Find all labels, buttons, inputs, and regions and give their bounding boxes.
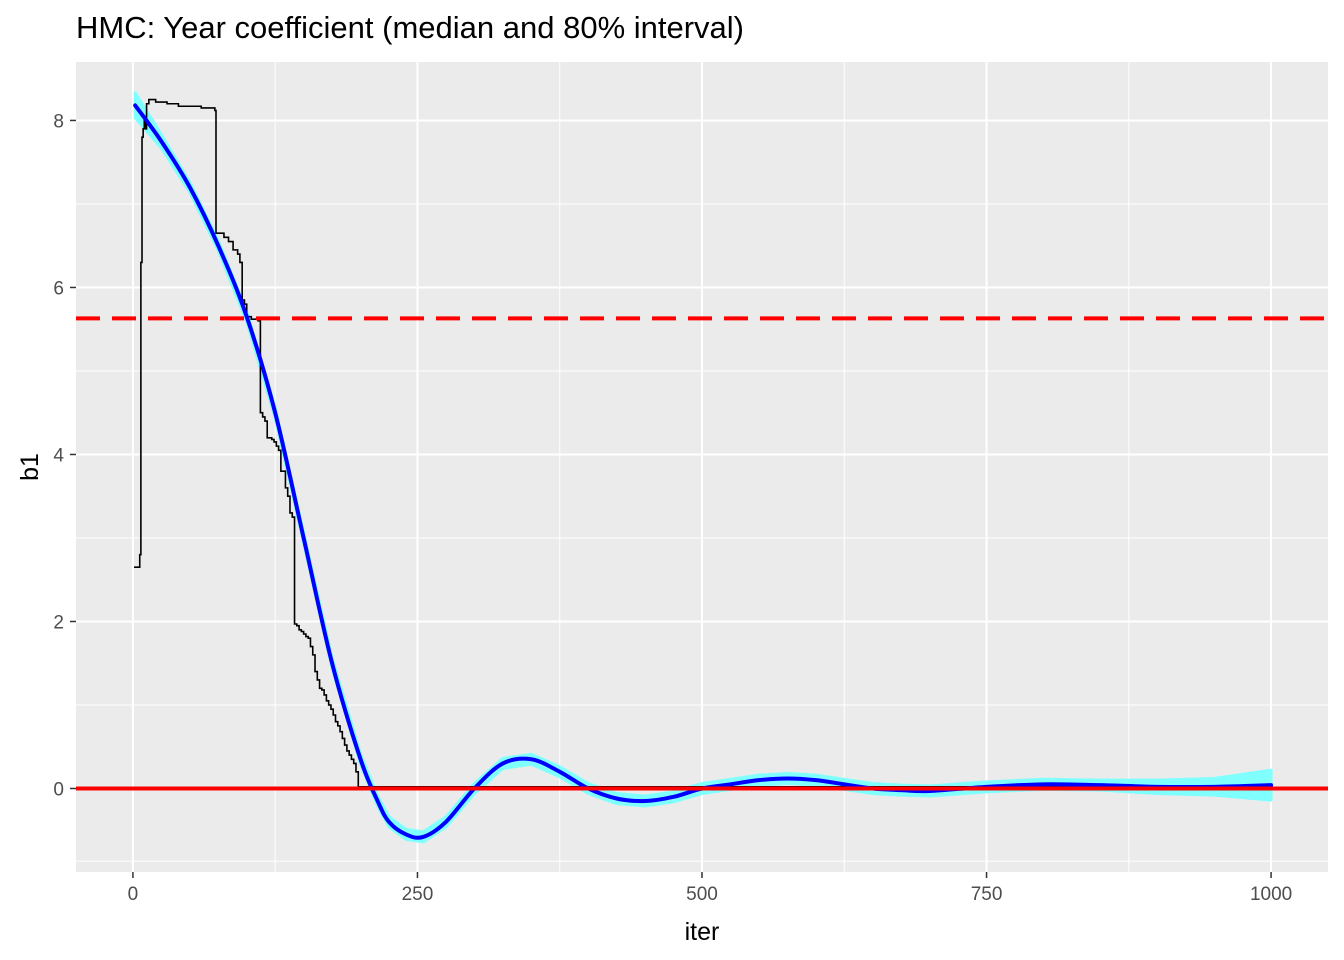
x-tick-label: 0	[128, 884, 139, 905]
confidence-ribbon	[133, 91, 1273, 844]
y-axis: 0 2 4 6 8	[53, 111, 76, 800]
y-tick-label: 2	[53, 612, 64, 633]
x-tick-label: 750	[971, 884, 1003, 905]
smooth-layer	[133, 103, 1274, 840]
y-tick-label: 6	[53, 278, 64, 299]
x-axis: 0 250 500 750 1000	[128, 872, 1292, 905]
x-tick-label: 250	[402, 884, 434, 905]
y-axis-title: b1	[16, 453, 44, 481]
reference-lines	[76, 316, 1328, 791]
y-tick-label: 8	[53, 111, 64, 132]
chart-title: HMC: Year coefficient (median and 80% in…	[76, 10, 744, 45]
y-tick-label: 0	[53, 779, 64, 800]
x-tick-label: 1000	[1250, 884, 1292, 905]
y-tick-label: 4	[53, 445, 64, 466]
trace-layer	[134, 98, 1272, 788]
x-axis-title: iter	[685, 918, 720, 946]
x-tick-label: 500	[686, 884, 718, 905]
smooth-line	[133, 103, 1274, 840]
ribbon-layer	[133, 91, 1273, 844]
trace-line	[134, 98, 1272, 788]
